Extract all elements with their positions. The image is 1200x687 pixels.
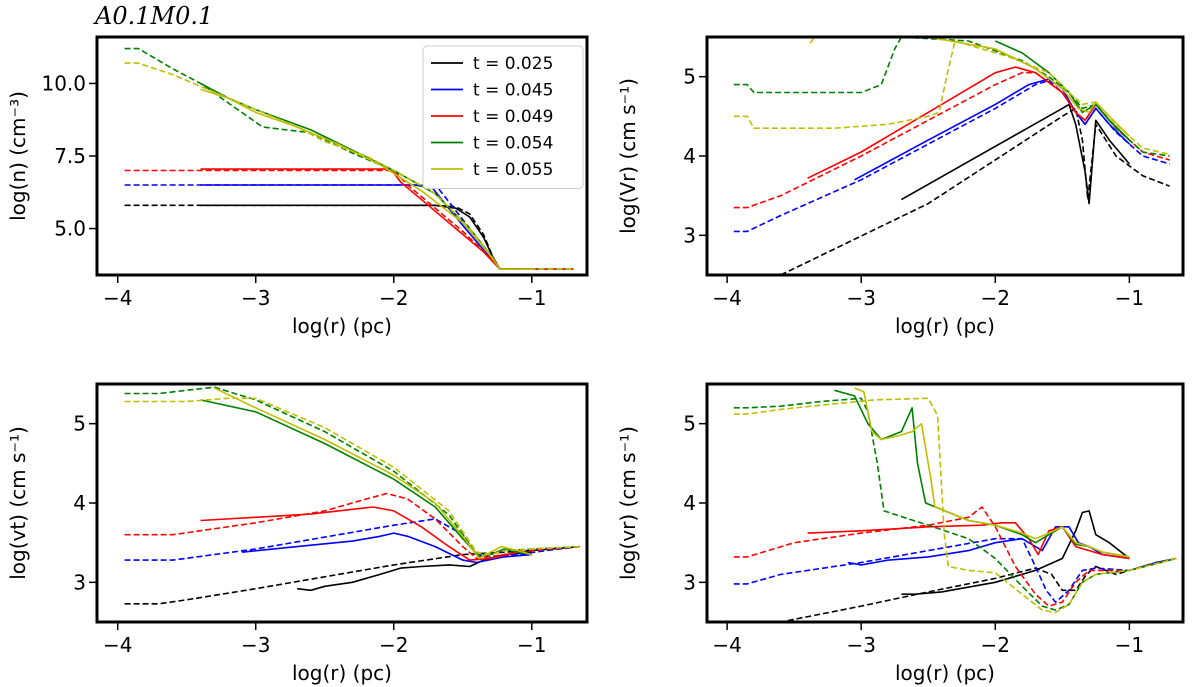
legend-label: t = 0.049 xyxy=(473,107,553,127)
y-tick-label: 7.5 xyxy=(54,144,86,168)
y-axis-label: log(vr) (cm s⁻¹) xyxy=(616,426,640,580)
legend-label: t = 0.054 xyxy=(473,134,553,154)
series-line-0.055-solid xyxy=(200,88,532,270)
y-tick-label: 5 xyxy=(683,412,696,436)
series-line-0.054-solid xyxy=(994,40,1130,141)
panel-3: −4 −3 −2 −1 3 4 5 log(r) (pc) log(vt) (cm s⁻¹) xyxy=(6,382,589,685)
x-tick-label: −2 xyxy=(981,633,1010,657)
x-tick-label: −4 xyxy=(103,633,132,657)
series-line-0.025-dashed xyxy=(780,107,1170,275)
x-tick-label: −3 xyxy=(241,633,270,657)
series-line-0.025-solid xyxy=(901,103,1131,205)
series-line-0.055-dashed xyxy=(733,397,1177,614)
y-tick-label: 3 xyxy=(73,570,86,594)
axes-frame xyxy=(705,35,1185,277)
y-tick-label: 4 xyxy=(73,491,86,515)
axes-frame xyxy=(705,382,1185,624)
y-axis-label: log(Vr) (cm s⁻¹) xyxy=(616,78,640,234)
series-line-0.045-solid xyxy=(854,78,1130,181)
series-line-0.045-dashed xyxy=(124,518,581,561)
x-tick-label: −4 xyxy=(712,286,741,310)
y-axis-label: log(n) (cm⁻³) xyxy=(6,91,30,221)
x-tick-label: −1 xyxy=(1115,633,1144,657)
plot-area xyxy=(733,387,1177,622)
axes-frame xyxy=(95,382,589,624)
series-line-0.049-solid xyxy=(807,522,1130,560)
x-tick-label: −4 xyxy=(712,633,741,657)
legend-label: t = 0.045 xyxy=(473,81,553,101)
series-line-0.054-solid xyxy=(200,399,532,558)
series-line-0.049-solid xyxy=(200,506,532,561)
y-tick-label: 3 xyxy=(683,570,696,594)
plot-area xyxy=(124,386,581,605)
series-line-0.045-dashed xyxy=(733,537,1177,603)
y-axis-label: log(vt) (cm s⁻¹) xyxy=(6,426,30,580)
x-tick-label: −2 xyxy=(379,286,408,310)
x-axis-label: log(r) (pc) xyxy=(895,661,995,685)
series-line-0.025-dashed xyxy=(124,204,574,270)
y-tick-label: 4 xyxy=(683,491,696,515)
y-tick-label: 5 xyxy=(73,412,86,436)
series-line-0.049-dashed xyxy=(733,506,1177,607)
x-tick-label: −2 xyxy=(981,286,1010,310)
series-line-0.054-dashed xyxy=(124,386,581,556)
panel-1: −4 −3 −2 −1 5.0 7.5 10.0 log(r) (pc) log(n) (cm⁻… xyxy=(6,35,589,338)
figure-title: A0.1M0.1 xyxy=(95,2,214,30)
series-line-0.045-solid xyxy=(200,184,532,270)
legend-box xyxy=(422,45,584,189)
x-tick-label: −4 xyxy=(103,286,132,310)
x-tick-label: −1 xyxy=(517,633,546,657)
series-line-0.055-solid xyxy=(809,37,1130,137)
series-line-0.045-dashed xyxy=(733,79,1170,233)
y-tick-label: 3 xyxy=(683,223,696,247)
y-tick-label: 5.0 xyxy=(54,217,86,241)
x-tick-label: −3 xyxy=(846,286,875,310)
panel-4: −4 −3 −2 −1 3 4 5 log(r) (pc) log(vr) (cm s⁻¹) xyxy=(616,382,1185,685)
plot-area xyxy=(733,37,1170,275)
x-tick-label: −1 xyxy=(1115,286,1144,310)
series-line-0.055-solid xyxy=(213,387,533,560)
x-tick-label: −3 xyxy=(241,286,270,310)
legend-label: t = 0.055 xyxy=(473,160,553,180)
series-line-0.054-dashed xyxy=(733,397,1177,611)
y-tick-label: 5 xyxy=(683,65,696,89)
series-line-0.025-solid xyxy=(901,510,1130,595)
series-line-0.055-solid xyxy=(854,387,1130,558)
series-line-0.045-dashed xyxy=(124,184,574,270)
series-line-0.049-dashed xyxy=(124,169,574,270)
axes-frame xyxy=(95,35,589,277)
series-line-0.025-solid xyxy=(200,204,532,270)
series-line-0.045-solid xyxy=(241,532,532,564)
legend: t = 0.025 t = 0.045 t = 0.049 t = 0.054 t = … xyxy=(422,45,584,189)
legend-label: t = 0.025 xyxy=(473,54,553,74)
y-tick-label: 4 xyxy=(683,144,696,168)
x-tick-label: −3 xyxy=(846,633,875,657)
x-axis-label: log(r) (pc) xyxy=(895,314,995,338)
x-axis-label: log(r) (pc) xyxy=(292,314,392,338)
y-tick-label: 10.0 xyxy=(41,71,86,95)
x-axis-label: log(r) (pc) xyxy=(292,661,392,685)
x-tick-label: −2 xyxy=(379,633,408,657)
x-tick-label: −1 xyxy=(517,286,546,310)
panel-2: −4 −3 −2 −1 3 4 5 log(r) (pc) log(Vr) (cm s⁻¹) xyxy=(616,35,1185,338)
series-line-0.054-solid xyxy=(834,389,1130,558)
